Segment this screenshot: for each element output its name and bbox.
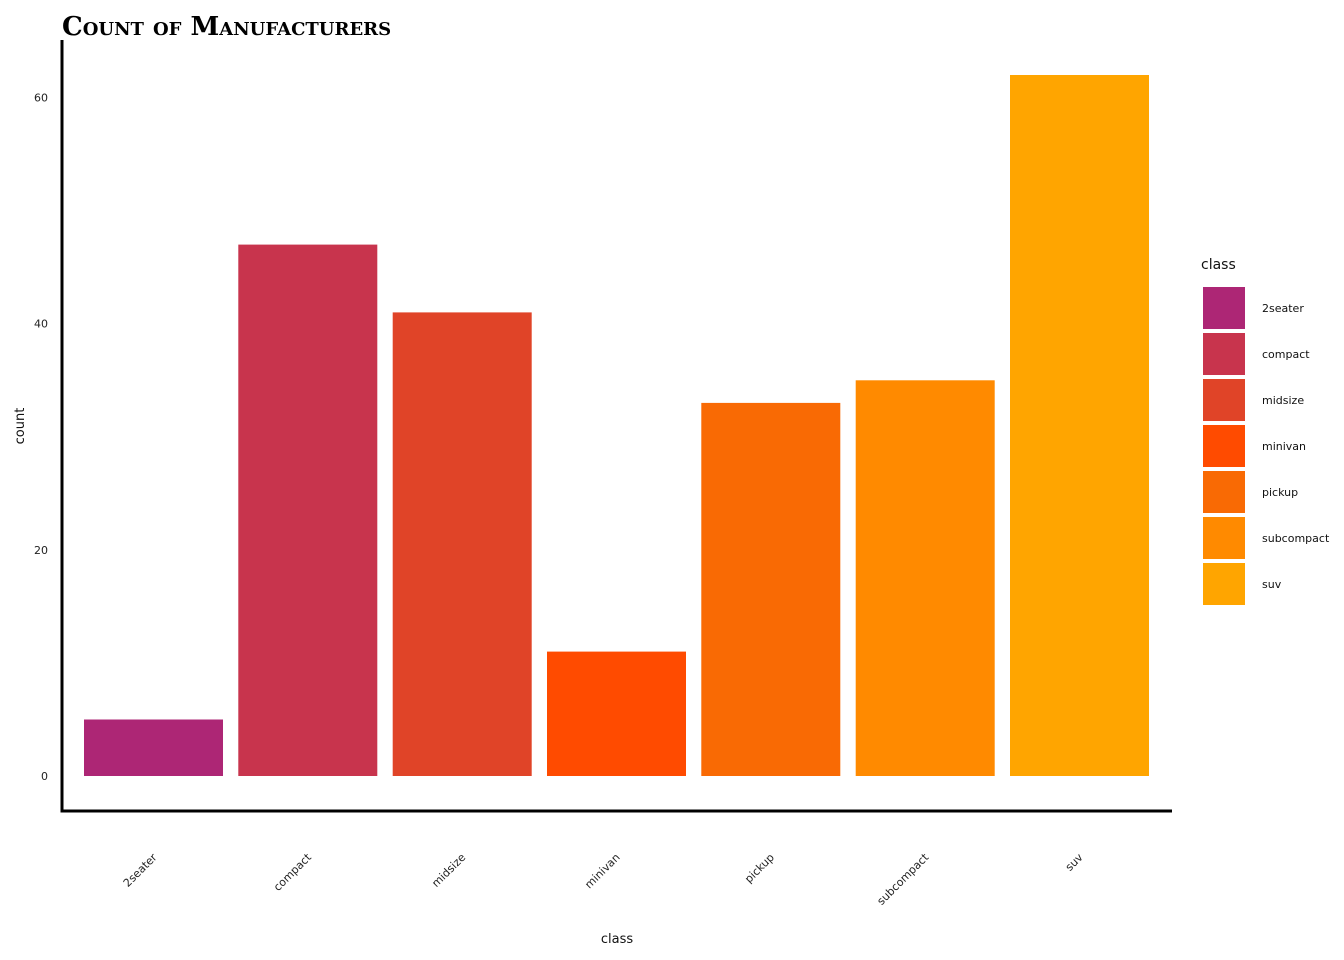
y-tick-label: 0	[41, 770, 48, 783]
legend-swatch-midsize	[1203, 379, 1245, 421]
legend-title: class	[1201, 257, 1236, 273]
x-tick-labels: 2seater compact midsize minivan pickup subcom…	[121, 850, 1086, 907]
y-tick-labels: 0 20 40 60	[34, 92, 48, 783]
legend-swatch-2seater	[1203, 287, 1245, 329]
x-tick-label: midsize	[429, 851, 468, 890]
y-axis-title: count	[13, 408, 28, 445]
plot-area	[84, 75, 1149, 777]
bar-suv	[1010, 75, 1149, 776]
legend-swatch-pickup	[1203, 471, 1245, 513]
bar-compact	[238, 244, 378, 777]
legend-swatch-compact	[1203, 333, 1245, 375]
legend-label-suv: suv	[1262, 578, 1282, 591]
legend: class 2seater compact midsize minivan pickup…	[1201, 257, 1330, 605]
x-tick-label: compact	[271, 850, 314, 893]
x-tick-label: minivan	[582, 851, 622, 891]
legend-swatch-suv	[1203, 563, 1245, 605]
legend-swatch-subcompact	[1203, 517, 1245, 559]
x-axis-title: class	[601, 932, 633, 947]
legend-label-2seater: 2seater	[1262, 302, 1304, 315]
bar-minivan	[547, 651, 686, 776]
x-tick-label: pickup	[742, 851, 777, 886]
chart-title: Count of Manufacturers	[62, 12, 391, 42]
legend-label-pickup: pickup	[1262, 486, 1298, 499]
bar-pickup	[701, 402, 841, 776]
x-tick-label: suv	[1063, 851, 1086, 874]
bar-subcompact	[855, 380, 995, 776]
legend-label-minivan: minivan	[1262, 440, 1306, 453]
y-tick-label: 20	[34, 544, 48, 557]
y-tick-label: 40	[34, 318, 48, 331]
bar-2seater	[84, 719, 223, 776]
x-tick-label: subcompact	[875, 850, 932, 907]
x-tick-label: 2seater	[121, 851, 160, 890]
legend-label-midsize: midsize	[1262, 394, 1304, 407]
bar-midsize	[392, 312, 532, 776]
legend-label-compact: compact	[1262, 348, 1310, 361]
y-tick-label: 60	[34, 92, 48, 105]
legend-swatch-minivan	[1203, 425, 1245, 467]
legend-label-subcompact: subcompact	[1262, 532, 1330, 545]
